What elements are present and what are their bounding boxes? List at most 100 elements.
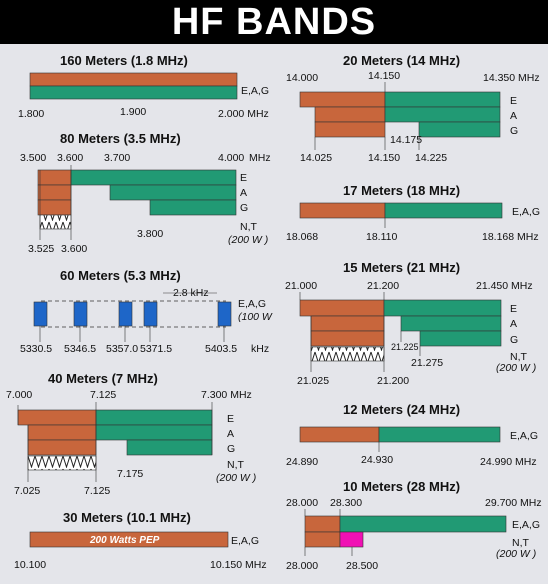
- band-12m-phone: [378, 426, 501, 443]
- band-80m-freq-1: 3.500: [20, 152, 46, 164]
- band-20m-g-cw: [314, 121, 386, 138]
- band-10m-freq-4: 28.000: [286, 560, 318, 572]
- band-30m-freq-2: 10.150 MHz: [210, 559, 267, 571]
- band-160m-freq-1: 1.800: [18, 108, 44, 120]
- band-17m: 17 Meters (18 MHz) E,A,G 18.068 18.110 1…: [286, 183, 540, 243]
- band-80m-g-cw: [37, 199, 72, 216]
- band-10m: 10 Meters (28 MHz) 28.000 28.300 29.700 …: [286, 479, 542, 572]
- band-80m-freq-7: 3.600: [61, 243, 87, 255]
- band-80m-e-phone: [70, 169, 237, 186]
- band-20m-freq-7: 14.225: [415, 152, 447, 164]
- band-160m-title: 160 Meters (1.8 MHz): [60, 53, 188, 68]
- band-40m-freq-5: 7.025: [14, 485, 40, 497]
- band-15m: 15 Meters (21 MHz) 21.000 21.200 21.450 …: [285, 260, 536, 387]
- band-60m-channel-4: [143, 301, 158, 327]
- band-60m-freq-1: 5330.5: [20, 343, 52, 355]
- band-60m-freq-3: 5357.0: [106, 343, 138, 355]
- band-10m-classes: E,A,G: [512, 519, 540, 531]
- band-60m-khz: kHz: [251, 343, 269, 355]
- band-30m-title: 30 Meters (10.1 MHz): [63, 510, 191, 525]
- band-20m-freq-4: 14.175: [390, 134, 422, 146]
- band-17m-freq-2: 18.110: [366, 231, 397, 243]
- band-20m-g-phone: [418, 121, 501, 138]
- band-15m-freq-1: 21.000: [285, 280, 317, 292]
- band-40m-a-phone: [95, 424, 213, 441]
- band-80m-g-phone: [149, 199, 237, 216]
- band-80m-mhz: MHz: [249, 152, 271, 164]
- band-17m-classes: E,A,G: [512, 206, 540, 218]
- band-15m-g-phone: [419, 330, 502, 347]
- band-20m-freq-1: 14.000: [286, 72, 318, 84]
- band-12m-freq-3: 24.990 MHz: [480, 456, 537, 468]
- band-15m-nt-cw: [310, 346, 385, 362]
- band-10m-freq-3: 29.700 MHz: [485, 497, 542, 509]
- band-40m-class-nt: N,T: [227, 459, 245, 471]
- band-80m-class-g: G: [240, 202, 248, 214]
- band-160m-segment-e: [29, 72, 238, 87]
- band-160m-freq-2: 1.900: [120, 106, 146, 118]
- band-80m-a-cw: [37, 184, 72, 201]
- band-160m-classes: E,A,G: [241, 85, 269, 97]
- band-15m-freq-4: 21.225: [391, 342, 419, 352]
- band-10m-power: (200 W ): [496, 548, 536, 560]
- band-17m-freq-1: 18.068: [286, 231, 318, 243]
- band-12m-cw: [299, 426, 380, 443]
- band-60m: 60 Meters (5.3 MHz) 2.8 kHz E,A,G (100 W…: [20, 268, 273, 355]
- band-60m-channel-1: [33, 301, 48, 327]
- band-60m-title: 60 Meters (5.3 MHz): [60, 268, 181, 283]
- band-80m-freq-5: 3.800: [137, 228, 163, 240]
- band-15m-freq-6: 21.025: [297, 375, 329, 387]
- band-160m-freq-3: 2.000 MHz: [218, 108, 269, 120]
- band-30m-freq-1: 10.100: [14, 559, 46, 571]
- band-20m-class-a: A: [510, 110, 517, 122]
- band-15m-a-cw: [310, 315, 385, 332]
- band-40m-freq-4: 7.175: [117, 468, 143, 480]
- band-15m-class-g: G: [510, 334, 518, 346]
- band-17m-freq-3: 18.168 MHz: [482, 231, 539, 243]
- band-30m-power: 200 Watts PEP: [89, 535, 160, 546]
- band-80m-freq-4: 4.000: [218, 152, 244, 164]
- band-30m: 30 Meters (10.1 MHz) 200 Watts PEP E,A,G…: [14, 510, 267, 571]
- band-12m-title: 12 Meters (24 MHz): [343, 402, 460, 417]
- band-15m-freq-7: 21.200: [377, 375, 409, 387]
- band-40m-power: (200 W ): [216, 472, 256, 484]
- band-10m-freq-5: 28.500: [346, 560, 378, 572]
- band-60m-channel-2: [73, 301, 88, 327]
- band-60m-channel-3: [118, 301, 133, 327]
- band-40m-class-g: G: [227, 443, 235, 455]
- band-20m-e-phone: [384, 91, 501, 108]
- band-15m-freq-2: 21.200: [367, 280, 399, 292]
- band-20m-e-cw: [299, 91, 386, 108]
- band-80m-nt-cw: [39, 214, 72, 230]
- band-17m-cw: [299, 202, 386, 219]
- band-60m-freq-2: 5346.5: [64, 343, 96, 355]
- band-40m-g-cw: [27, 439, 97, 456]
- band-10m-class-nt: N,T: [512, 537, 530, 549]
- band-15m-class-nt: N,T: [510, 351, 528, 363]
- band-40m-e-cw: [17, 409, 97, 426]
- band-40m-freq-3: 7.300 MHz: [201, 389, 252, 401]
- band-15m-class-a: A: [510, 318, 517, 330]
- band-60m-step: 2.8 kHz: [173, 287, 209, 299]
- band-80m-a-phone: [109, 184, 237, 201]
- band-40m-class-a: A: [227, 428, 234, 440]
- band-10m-nt-phone: [339, 531, 364, 548]
- band-17m-phone: [384, 202, 503, 219]
- band-15m-freq-5: 21.275: [411, 357, 443, 369]
- band-10m-freq-1: 28.000: [286, 497, 318, 509]
- band-20m-class-g: G: [510, 125, 518, 137]
- band-80m-freq-2: 3.600: [57, 152, 83, 164]
- band-12m-freq-1: 24.890: [286, 456, 318, 468]
- band-12m-classes: E,A,G: [510, 430, 538, 442]
- band-12m-freq-2: 24.930: [361, 454, 393, 466]
- band-80m-class-nt: N,T: [240, 221, 258, 233]
- band-60m-classes: E,A,G: [238, 298, 266, 310]
- band-60m-freq-4: 5371.5: [140, 343, 172, 355]
- band-20m-freq-5: 14.025: [300, 152, 332, 164]
- band-40m-freq-2: 7.125: [90, 389, 116, 401]
- band-20m-a-phone: [384, 106, 501, 123]
- band-40m-class-e: E: [227, 413, 234, 425]
- band-40m: 40 Meters (7 MHz) 7.000 7.125 7.300 MHz …: [6, 371, 256, 497]
